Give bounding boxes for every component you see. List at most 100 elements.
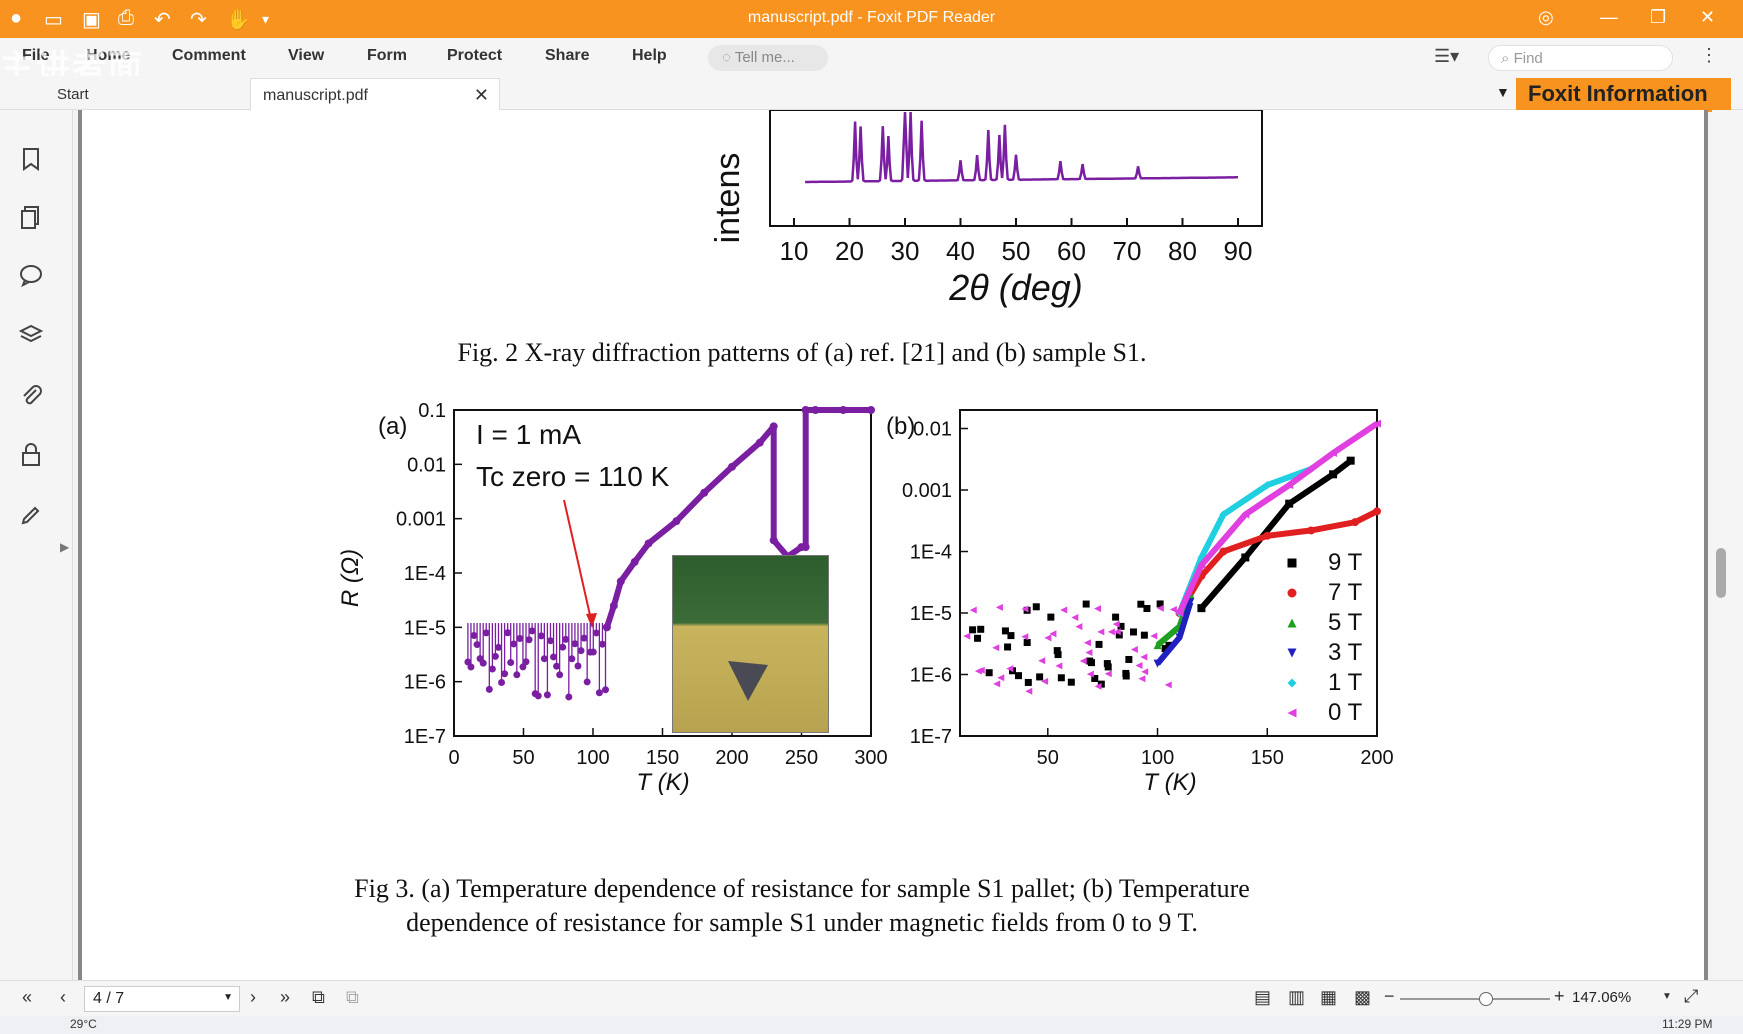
scatter-noise	[1057, 674, 1065, 682]
menu-home[interactable]: Home	[86, 47, 131, 64]
legend-marker	[1287, 678, 1297, 688]
find-input[interactable]: ⌕ Find	[1488, 45, 1673, 71]
zoom-in-icon[interactable]: +	[1554, 986, 1565, 1006]
hand-tool-icon[interactable]: ✋	[226, 9, 251, 31]
tab-start[interactable]: Start	[57, 86, 89, 103]
fig2-xtick-label: 90	[1224, 236, 1253, 266]
fig3-caption-line1: Fig 3. (a) Temperature dependence of res…	[354, 874, 1250, 903]
menu-share[interactable]: Share	[545, 47, 590, 64]
scrollbar-thumb[interactable]	[1716, 548, 1726, 598]
continuous-icon[interactable]: ▥	[1288, 987, 1306, 1007]
single-page-icon[interactable]: ▤	[1254, 987, 1272, 1007]
menu-view[interactable]: View	[288, 47, 325, 64]
tell-me-search[interactable]: ◌ Tell me...	[708, 45, 828, 71]
tab-list-dropdown-icon[interactable]: ▼	[1496, 84, 1510, 100]
zoom-slider-thumb[interactable]	[1479, 992, 1493, 1006]
y-tick-label: 0.01	[913, 419, 952, 441]
scatter-noise	[1135, 661, 1143, 669]
bookmark-icon[interactable]	[18, 146, 44, 172]
noise-point	[510, 640, 518, 648]
series-point	[1307, 526, 1316, 535]
next-view-icon[interactable]: ⧉	[346, 987, 359, 1007]
scatter-noise	[1140, 653, 1148, 661]
x-tick-label: 100	[1141, 747, 1174, 769]
menu-form[interactable]: Form	[367, 47, 407, 64]
scatter-noise	[1015, 672, 1023, 680]
continuous-facing-icon[interactable]: ▩	[1354, 987, 1372, 1007]
scatter-noise	[1036, 673, 1044, 681]
expand-sidebar-icon[interactable]: ▶	[60, 540, 70, 554]
legend-marker	[1287, 648, 1297, 658]
last-page-icon[interactable]: »	[280, 987, 291, 1007]
scatter-noise	[1032, 603, 1040, 611]
noise-point	[556, 671, 564, 679]
zoom-out-icon[interactable]: −	[1384, 986, 1395, 1006]
zoom-level[interactable]: 147.06%	[1572, 989, 1632, 1006]
zoom-slider[interactable]	[1400, 998, 1550, 1000]
noise-point	[589, 648, 597, 656]
redo-icon[interactable]: ↷	[190, 9, 207, 31]
noise-point	[568, 655, 576, 663]
page-number-input[interactable]: 4 / 7 ▼	[84, 986, 240, 1012]
scatter-noise	[977, 666, 985, 674]
tab-document[interactable]: manuscript.pdf ✕	[250, 78, 500, 110]
restore-button[interactable]: ❐	[1650, 7, 1667, 27]
menu-comment[interactable]: Comment	[172, 47, 246, 64]
scatter-noise	[1007, 632, 1015, 640]
scatter-noise	[997, 674, 1005, 682]
facing-icon[interactable]: ▦	[1320, 987, 1338, 1007]
zoom-dropdown-icon[interactable]: ▼	[1662, 991, 1672, 1002]
noise-point	[501, 670, 509, 678]
minimize-button[interactable]: —	[1600, 7, 1618, 27]
noise-point	[513, 671, 521, 679]
account-icon[interactable]: ◎	[1538, 7, 1554, 27]
customize-icon[interactable]: ▾	[262, 11, 270, 27]
menu-protect[interactable]: Protect	[447, 47, 503, 64]
comments-icon[interactable]	[18, 262, 44, 288]
y-tick-label: 1E-7	[910, 726, 952, 748]
print-icon[interactable]: ⎙	[118, 7, 134, 29]
tell-me-placeholder: Tell me...	[734, 49, 795, 66]
pages-icon[interactable]	[18, 204, 44, 230]
legend-label: 3 T	[1328, 639, 1363, 666]
scatter-noise	[1156, 604, 1164, 612]
security-lock-icon[interactable]	[18, 442, 44, 468]
noise-point	[537, 632, 545, 640]
scatter-noise	[1140, 631, 1148, 639]
undo-icon[interactable]: ↶	[154, 9, 171, 31]
series-point	[1241, 553, 1250, 562]
legend-marker	[1287, 588, 1297, 598]
x-tick-label: 200	[1360, 747, 1393, 769]
noise-point	[583, 678, 591, 686]
scatter-noise	[969, 626, 977, 634]
first-page-icon[interactable]: «	[22, 987, 33, 1007]
menu-help[interactable]: Help	[632, 47, 667, 64]
more-options-icon[interactable]: ⋮	[1700, 45, 1718, 65]
scatter-noise	[1055, 662, 1063, 670]
tc-arrow	[563, 499, 593, 625]
layers-icon[interactable]	[18, 322, 44, 348]
search-options-icon[interactable]: ☰▾	[1434, 46, 1460, 66]
menu-file[interactable]: File	[22, 47, 50, 64]
series-point	[1175, 609, 1184, 618]
series-point	[1153, 659, 1162, 668]
previous-page-icon[interactable]: ‹	[60, 987, 66, 1007]
foxit-information-banner[interactable]: Foxit Information	[1516, 78, 1731, 112]
previous-view-icon[interactable]: ⧉	[312, 987, 325, 1007]
open-icon[interactable]: ▭	[44, 9, 63, 31]
scatter-noise	[1150, 632, 1158, 640]
scatter-noise	[1001, 627, 1009, 635]
y-tick-label: 1E-4	[404, 563, 446, 585]
scatter-noise	[1053, 647, 1061, 655]
close-button[interactable]: ✕	[1700, 7, 1716, 27]
close-tab-icon[interactable]: ✕	[473, 85, 489, 105]
fullscreen-icon[interactable]: ⤢	[1684, 986, 1699, 1006]
save-icon[interactable]: ▣	[82, 9, 101, 31]
vertical-scrollbar[interactable]	[1712, 110, 1743, 980]
scatter-noise	[1164, 681, 1172, 689]
next-page-icon[interactable]: ›	[250, 987, 256, 1007]
attachment-icon[interactable]	[18, 382, 44, 408]
page-dropdown-icon[interactable]: ▼	[223, 992, 233, 1003]
signature-icon[interactable]	[18, 502, 44, 528]
weather-temp: 29°C	[70, 1017, 97, 1031]
